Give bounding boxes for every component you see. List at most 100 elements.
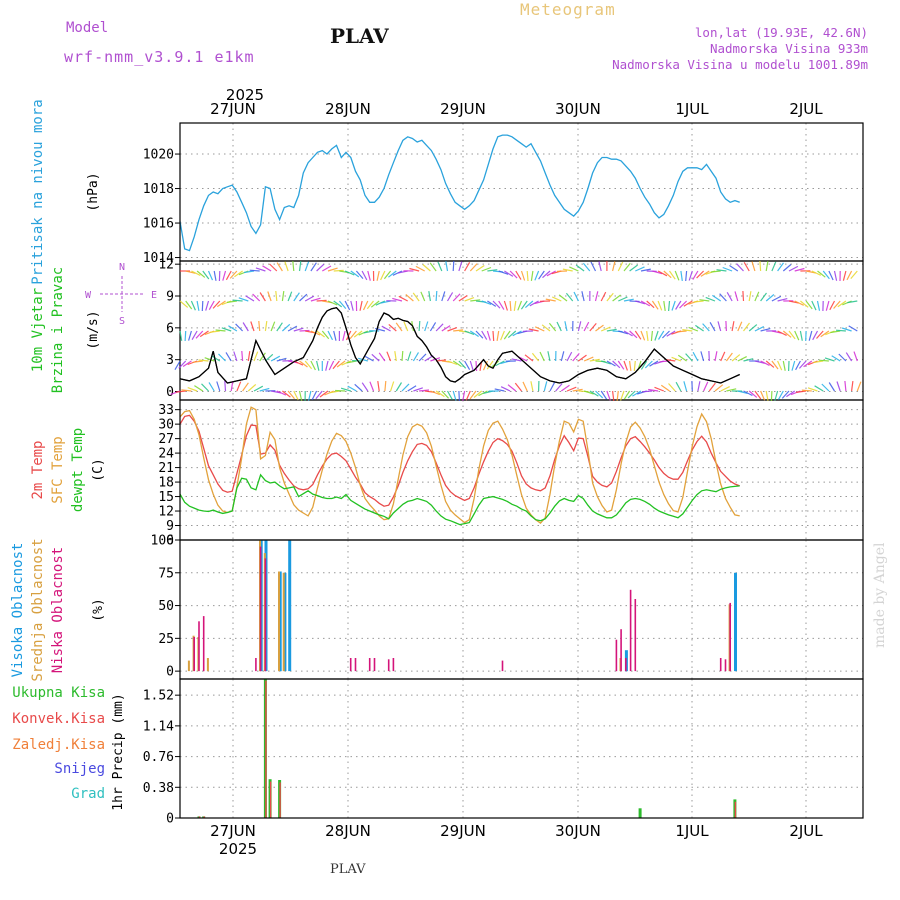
wind-barb: [679, 300, 688, 309]
wind-barb: [825, 300, 830, 311]
wind-barb: [788, 265, 799, 272]
wind-barb: [781, 390, 790, 399]
wind-barb: [736, 263, 744, 272]
low_cloud-bar: [368, 658, 371, 672]
y-tick-label: 0.76: [143, 750, 174, 765]
wind-barb: [748, 291, 752, 302]
wind-barb: [418, 353, 427, 362]
wind-barb: [287, 325, 298, 332]
wind-barb: [612, 390, 615, 401]
wind-barb: [856, 381, 862, 392]
wind-barb: [419, 389, 430, 392]
wind-barb: [612, 261, 616, 272]
date-label-bottom: 29JUN: [440, 822, 486, 840]
wind-barb: [830, 330, 841, 334]
wind-barb: [435, 323, 444, 332]
wind-barb: [269, 263, 278, 272]
wind-barb: [304, 360, 313, 370]
wind-barb: [520, 270, 526, 281]
wind-barb: [712, 294, 722, 302]
wind-barb: [367, 270, 371, 281]
wind-barb: [184, 330, 187, 342]
wind-barb: [250, 321, 255, 332]
wind-barb: [395, 322, 403, 332]
wind-barb: [370, 300, 380, 308]
wind-barb: [556, 321, 562, 332]
wind-barb: [469, 390, 477, 400]
wind-barb: [835, 329, 846, 332]
wind-barb: [386, 351, 392, 362]
wind-barb: [754, 360, 765, 364]
wind-barb: [298, 390, 303, 401]
wind-barb: [441, 291, 446, 302]
wind-barb: [464, 262, 471, 272]
mid_cloud-bar: [187, 660, 190, 672]
wind-barb: [407, 385, 417, 392]
wind-barb: [429, 262, 437, 272]
wind-barb: [458, 294, 468, 302]
wind-barb: [204, 357, 215, 362]
wind-barb: [405, 293, 414, 302]
wind-barb: [441, 390, 450, 399]
wind-barb: [199, 330, 209, 338]
wind-barb: [833, 300, 841, 309]
low_cloud-bar: [373, 658, 376, 672]
model-elevation-label: Nadmorska Visina u modelu 1001.89m: [612, 57, 868, 72]
wind-barb: [850, 270, 858, 279]
pressure-line: [179, 134, 740, 252]
wind-barb: [821, 383, 830, 392]
wind-barb: [188, 330, 192, 341]
wind-barb: [384, 380, 387, 392]
wind-barb: [369, 381, 375, 392]
wind-barb: [640, 330, 646, 341]
wind-barb: [663, 270, 672, 279]
wind-barb: [202, 270, 210, 280]
y-tick-label: 21: [158, 461, 174, 476]
wind-barb: [791, 360, 796, 371]
wind-barb: [293, 390, 299, 401]
wind-barb: [577, 321, 582, 332]
y-tick-label: 33: [158, 403, 174, 418]
wind-barb: [445, 260, 449, 272]
wind-barb: [837, 300, 847, 308]
wind-barb: [777, 360, 783, 371]
wind-barb: [803, 360, 813, 368]
wind-barb: [388, 270, 397, 278]
wind-barb: [381, 325, 391, 332]
wind-barb: [547, 351, 551, 362]
wind-barb: [676, 330, 687, 333]
wind-barb: [600, 291, 607, 302]
wind-barb: [346, 360, 357, 364]
low_cloud-bar: [719, 658, 722, 672]
wind-barb: [469, 360, 474, 371]
wind-barb: [509, 270, 518, 279]
wind-barb: [796, 390, 807, 393]
wind-barb: [674, 270, 680, 281]
wind-barb: [652, 270, 663, 275]
y-tick-label: 6: [166, 321, 174, 336]
wind-barb: [375, 300, 386, 306]
wind-barb: [774, 390, 779, 401]
wind-barb: [507, 330, 517, 339]
wind-barb: [644, 360, 653, 369]
wind-barb: [606, 360, 616, 367]
wind-barb: [236, 381, 242, 392]
wind-barb: [216, 381, 221, 392]
wind-barb: [361, 382, 369, 392]
wind-barb: [573, 291, 579, 302]
wind-barb: [842, 270, 847, 281]
wind-barb: [225, 270, 232, 281]
total_precip-bar: [638, 808, 642, 818]
wind-barb: [452, 260, 455, 272]
wind-barb: [816, 300, 821, 311]
wind-barb: [259, 387, 270, 392]
wind-barb: [538, 270, 545, 280]
date-label-bottom: 30JUN: [555, 822, 601, 840]
wind-barb: [228, 325, 238, 332]
wind-barb: [500, 330, 505, 341]
wind-barb: [270, 321, 276, 332]
elevation-label: Nadmorska Visina 933m: [709, 41, 868, 56]
wind-barb: [623, 330, 633, 337]
wind-barb: [539, 351, 545, 362]
